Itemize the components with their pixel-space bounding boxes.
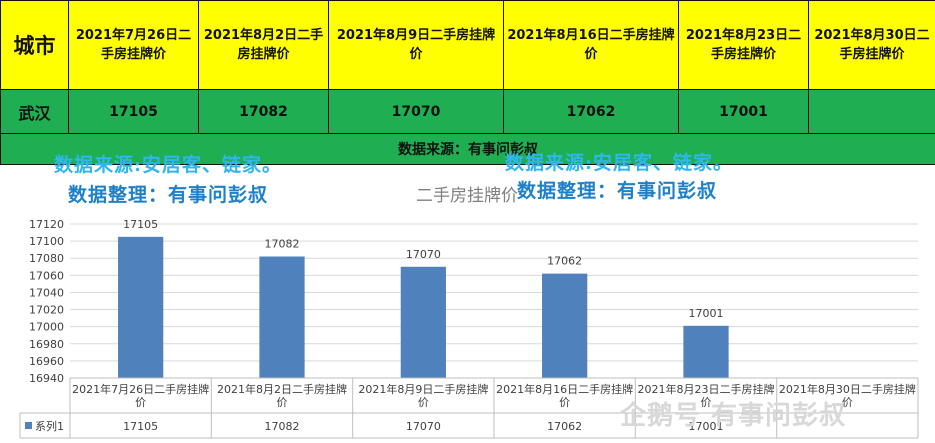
y-tick-label-16960: 16960	[29, 355, 64, 368]
bar-4	[542, 273, 588, 378]
price-cell-3: 17070	[328, 89, 504, 134]
date-header-6: 2021年8月30日二手房挂牌价	[808, 0, 935, 90]
y-tick-label-17020: 17020	[29, 304, 64, 317]
bar-5	[683, 325, 729, 378]
x-tick-label-6: 2021年8月30日二手房挂牌价	[779, 382, 916, 409]
city-name: 武汉	[0, 89, 69, 134]
bar-2	[259, 256, 305, 378]
y-tick-label-16980: 16980	[29, 338, 64, 351]
bar-3	[400, 266, 446, 378]
table-header-row: 城市 2021年7月26日二手房挂牌价 2021年8月2日二手房挂牌价 2021…	[0, 0, 935, 90]
watermark-arranged-right: 数据整理：有事问彭叔	[517, 180, 718, 202]
y-tick-label-17100: 17100	[29, 235, 64, 248]
y-tick-label-17080: 17080	[29, 252, 64, 265]
data-label-1: 17105	[123, 218, 158, 231]
data-label-5: 17001	[689, 307, 724, 320]
x-tick-label-1: 2021年7月26日二手房挂牌价	[72, 382, 209, 409]
price-cell-1: 17105	[68, 89, 199, 134]
source-note: 数据来源：有事问彭叔	[0, 133, 935, 165]
chart-title: 二手房挂牌价	[416, 186, 518, 206]
price-table: 城市 2021年7月26日二手房挂牌价 2021年8月2日二手房挂牌价 2021…	[0, 0, 935, 165]
y-tick-label-17060: 17060	[29, 269, 64, 282]
legend-series-name: 系列1	[35, 419, 64, 433]
date-header-1: 2021年7月26日二手房挂牌价	[68, 0, 199, 90]
date-header-3: 2021年8月9日二手房挂牌价	[328, 0, 504, 90]
table-value-5: 17001	[689, 420, 724, 433]
data-label-2: 17082	[265, 238, 300, 251]
data-label-3: 17070	[406, 248, 441, 261]
price-cell-6	[808, 89, 935, 134]
legend-key	[25, 422, 32, 429]
table-value-2: 17082	[265, 420, 300, 433]
x-tick-label-5: 2021年8月23日二手房挂牌价	[638, 382, 775, 409]
x-tick-label-4: 2021年8月16日二手房挂牌价	[496, 382, 633, 409]
date-header-2: 2021年8月2日二手房挂牌价	[198, 0, 329, 90]
y-tick-label-17040: 17040	[29, 286, 64, 299]
date-header-5: 2021年8月23日二手房挂牌价	[678, 0, 809, 90]
price-cell-4: 17062	[503, 89, 679, 134]
table-value-3: 17070	[406, 420, 441, 433]
city-header: 城市	[0, 0, 69, 90]
y-tick-label-16940: 16940	[29, 372, 64, 385]
source-row: 数据来源：有事问彭叔	[0, 133, 935, 165]
bar-1	[118, 236, 164, 378]
bar-chart: 二手房挂牌价 16940 16960 16980 17000 17020 17040 1706…	[19, 186, 919, 439]
x-tick-label-3: 2021年8月9日二手房挂牌价	[358, 382, 488, 409]
watermark-source-right: 数据来源:安居客、链家。	[505, 152, 734, 174]
data-label-4: 17062	[547, 255, 582, 268]
table-value-1: 17105	[123, 420, 158, 433]
brand-watermark: 企鹅号 有事问彭叔	[620, 401, 847, 431]
watermark-arranged-left: 数据整理：有事问彭叔	[68, 184, 269, 206]
price-cell-2: 17082	[198, 89, 329, 134]
watermark-source-left: 数据来源:安居客、链家。	[54, 154, 283, 176]
x-tick-label-2: 2021年8月2日二手房挂牌价	[217, 382, 347, 409]
price-cell-5: 17001	[678, 89, 809, 134]
y-tick-label-17000: 17000	[29, 321, 64, 334]
table-value-4: 17062	[547, 420, 582, 433]
table-row: 武汉 17105 17082 17070 17062 17001	[0, 89, 935, 134]
y-tick-label-17120: 17120	[29, 218, 64, 231]
date-header-4: 2021年8月16日二手房挂牌价	[503, 0, 679, 90]
